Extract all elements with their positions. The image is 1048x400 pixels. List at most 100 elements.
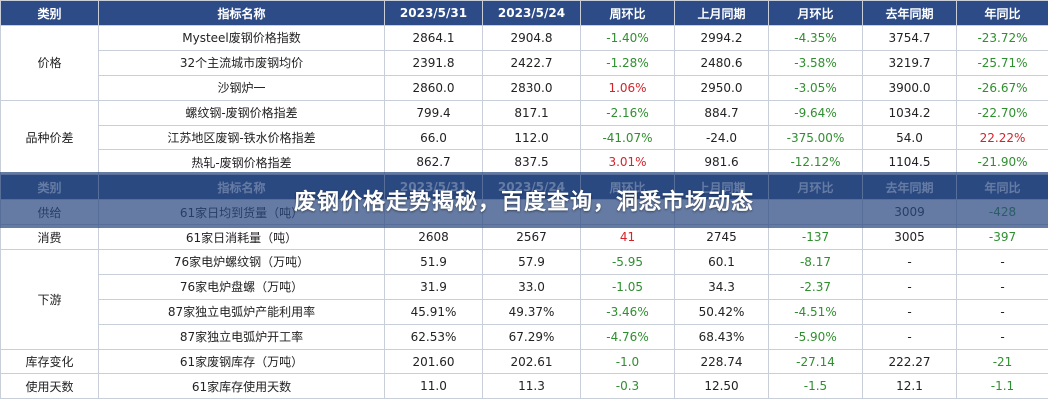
last-month-cell: 884.7 bbox=[674, 99, 769, 126]
title-banner: 废钢价格走势揭秘，百度查询，洞悉市场动态 bbox=[0, 172, 1048, 228]
indicator-name-cell: 61家库存使用天数 bbox=[98, 373, 385, 400]
category-cell: 下游 bbox=[0, 249, 99, 350]
value-prev-week-cell: 33.0 bbox=[482, 273, 581, 300]
category-cell: 库存变化 bbox=[0, 348, 99, 375]
value-current-cell: 2864.1 bbox=[384, 25, 483, 51]
value-prev-week-cell: 817.1 bbox=[482, 99, 581, 126]
column-header: 上月同期 bbox=[674, 0, 769, 26]
month-change-cell: -3.05% bbox=[768, 74, 863, 101]
last-year-cell: 3219.7 bbox=[862, 49, 957, 76]
column-header: 2023/5/24 bbox=[482, 0, 581, 26]
last-year-cell: 222.27 bbox=[862, 348, 957, 375]
value-prev-week-cell: 202.61 bbox=[482, 348, 581, 375]
value-current-cell: 51.9 bbox=[384, 249, 483, 275]
last-year-cell: - bbox=[862, 249, 957, 275]
last-year-cell: 3005 bbox=[862, 224, 957, 251]
year-change-cell: - bbox=[956, 323, 1048, 350]
column-header: 类别 bbox=[0, 0, 99, 26]
week-change-cell: -1.05 bbox=[580, 273, 675, 300]
week-change-cell: 3.01% bbox=[580, 149, 675, 176]
indicator-name-cell: 沙钢炉一 bbox=[98, 74, 385, 101]
table-row: 消费 61家日消耗量（吨） 2608 2567 41 2745 -137 3005 -397 bbox=[0, 224, 1048, 251]
column-header: 2023/5/31 bbox=[384, 0, 483, 26]
value-current-cell: 2391.8 bbox=[384, 49, 483, 76]
value-current-cell: 2608 bbox=[384, 224, 483, 251]
last-month-cell: -24.0 bbox=[674, 124, 769, 151]
last-month-cell: 2480.6 bbox=[674, 49, 769, 76]
value-prev-week-cell: 2830.0 bbox=[482, 74, 581, 101]
table-row: 87家独立电弧炉开工率 62.53% 67.29% -4.76% 68.43% -5.90… bbox=[1, 323, 1048, 350]
column-header: 去年同期 bbox=[862, 0, 957, 26]
last-month-cell: 68.43% bbox=[674, 323, 769, 350]
year-change-cell: -23.72% bbox=[956, 25, 1048, 51]
category-cell: 使用天数 bbox=[0, 373, 99, 400]
value-current-cell: 31.9 bbox=[384, 273, 483, 300]
value-current-cell: 2860.0 bbox=[384, 74, 483, 101]
month-change-cell: -4.35% bbox=[768, 25, 863, 51]
indicator-name-cell: 螺纹钢-废钢价格指差 bbox=[98, 99, 385, 126]
banner-title: 废钢价格走势揭秘，百度查询，洞悉市场动态 bbox=[293, 190, 754, 215]
indicator-name-cell: 61家日消耗量（吨） bbox=[98, 224, 385, 251]
column-header: 年同比 bbox=[956, 0, 1048, 26]
value-current-cell: 201.60 bbox=[384, 348, 483, 375]
last-month-cell: 60.1 bbox=[674, 249, 769, 275]
value-prev-week-cell: 49.37% bbox=[482, 298, 581, 325]
last-year-cell: 3754.7 bbox=[862, 25, 957, 51]
value-prev-week-cell: 2567 bbox=[482, 224, 581, 251]
table-row: 下游 76家电炉螺纹钢（万吨） 51.9 57.9 -5.95 60.1 -8.17- - bbox=[0, 249, 1048, 350]
category-cell: 消费 bbox=[0, 224, 99, 251]
last-year-cell: - bbox=[862, 273, 957, 300]
year-change-cell: - bbox=[956, 273, 1048, 300]
week-change-cell: -0.3 bbox=[580, 373, 675, 400]
indicator-name-cell: 76家电炉盘螺（万吨） bbox=[98, 273, 385, 300]
table-row: 使用天数 61家库存使用天数 11.0 11.3 -0.3 12.50 -1.5 12.1 -1… bbox=[0, 373, 1048, 400]
column-header: 指标名称 bbox=[98, 0, 385, 26]
year-change-cell: -397 bbox=[956, 224, 1048, 251]
table-row: 沙钢炉一 2860.0 2830.0 1.06% 2950.0 -3.05% 3900.0-… bbox=[1, 74, 1048, 101]
week-change-cell: -1.28% bbox=[580, 49, 675, 76]
week-change-cell: 41 bbox=[580, 224, 675, 251]
year-change-cell: -26.67% bbox=[956, 74, 1048, 101]
last-year-cell: - bbox=[862, 298, 957, 325]
year-change-cell: -25.71% bbox=[956, 49, 1048, 76]
table-row: 品种价差 螺纹钢-废钢价格指差 799.4 817.1 -2.16% 884.7 -9.64… bbox=[0, 99, 1048, 176]
last-month-cell: 2745 bbox=[674, 224, 769, 251]
value-current-cell: 45.91% bbox=[384, 298, 483, 325]
week-change-cell: -4.76% bbox=[580, 323, 675, 350]
table-row: 76家电炉盘螺（万吨） 31.9 33.0 -1.05 34.3 -2.37- - bbox=[1, 273, 1048, 300]
last-month-cell: 228.74 bbox=[674, 348, 769, 375]
month-change-cell: -137 bbox=[768, 224, 863, 251]
indicator-name-cell: 76家电炉螺纹钢（万吨） bbox=[98, 249, 385, 275]
month-change-cell: -5.90% bbox=[768, 323, 863, 350]
value-current-cell: 66.0 bbox=[384, 124, 483, 151]
value-prev-week-cell: 67.29% bbox=[482, 323, 581, 350]
year-change-cell: -21 bbox=[956, 348, 1048, 375]
last-month-cell: 12.50 bbox=[674, 373, 769, 400]
column-header: 月环比 bbox=[768, 0, 863, 26]
value-current-cell: 799.4 bbox=[384, 99, 483, 126]
value-prev-week-cell: 2422.7 bbox=[482, 49, 581, 76]
value-current-cell: 62.53% bbox=[384, 323, 483, 350]
category-cell: 品种价差 bbox=[0, 99, 99, 176]
value-prev-week-cell: 11.3 bbox=[482, 373, 581, 400]
last-year-cell: - bbox=[862, 323, 957, 350]
column-header: 周环比 bbox=[580, 0, 675, 26]
table-row: 87家独立电弧炉产能利用率 45.91% 49.37% -3.46% 50.42% -4.… bbox=[1, 298, 1048, 325]
month-change-cell: -3.58% bbox=[768, 49, 863, 76]
month-change-cell: -1.5 bbox=[768, 373, 863, 400]
indicator-name-cell: 87家独立电弧炉产能利用率 bbox=[98, 298, 385, 325]
week-change-cell: -3.46% bbox=[580, 298, 675, 325]
year-change-cell: -22.70% bbox=[956, 99, 1048, 126]
last-month-cell: 34.3 bbox=[674, 273, 769, 300]
week-change-cell: -1.0 bbox=[580, 348, 675, 375]
week-change-cell: -1.40% bbox=[580, 25, 675, 51]
table-row: 库存变化 61家废钢库存（万吨） 201.60 202.61 -1.0 228.74 -27… bbox=[0, 348, 1048, 375]
value-prev-week-cell: 112.0 bbox=[482, 124, 581, 151]
value-prev-week-cell: 57.9 bbox=[482, 249, 581, 275]
week-change-cell: 1.06% bbox=[580, 74, 675, 101]
week-change-cell: -2.16% bbox=[580, 99, 675, 126]
week-change-cell: -41.07% bbox=[580, 124, 675, 151]
indicator-name-cell: 热轧-废钢价格指差 bbox=[98, 149, 385, 176]
year-change-cell: 22.22% bbox=[956, 124, 1048, 151]
last-year-cell: 12.1 bbox=[862, 373, 957, 400]
